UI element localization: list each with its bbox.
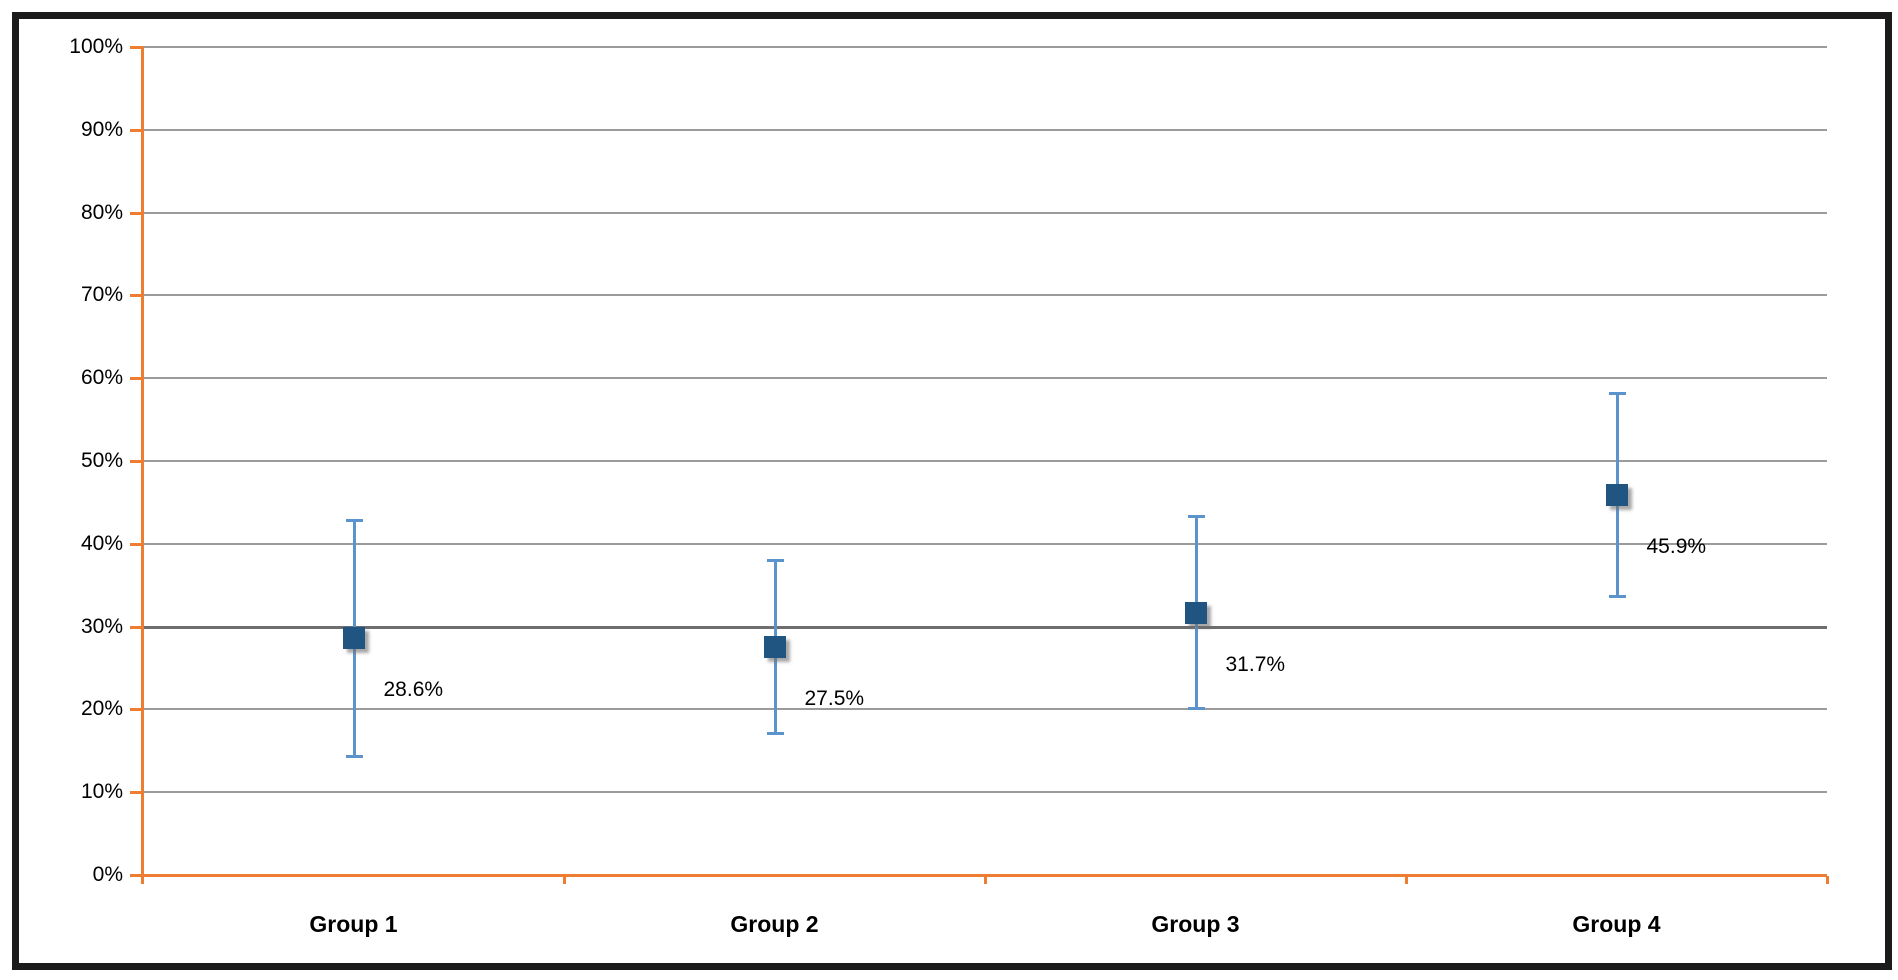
gridline-100 bbox=[143, 46, 1827, 48]
y-tick-label-90: 90% bbox=[80, 117, 123, 141]
data-label-group-1: 28.6% bbox=[383, 678, 444, 702]
category-label-group-3: Group 3 bbox=[1151, 911, 1240, 937]
marker-group-4 bbox=[1605, 483, 1628, 506]
y-tick-label-80: 80% bbox=[80, 200, 123, 224]
y-tick-0 bbox=[130, 874, 143, 877]
marker-group-3 bbox=[1184, 601, 1207, 624]
y-tick-40 bbox=[130, 542, 143, 546]
gridline-60 bbox=[143, 377, 1827, 380]
y-tick-label-10: 10% bbox=[80, 780, 123, 804]
error-bar-cap-bottom-group-3 bbox=[1187, 706, 1205, 710]
error-bar-cap-bottom-group-2 bbox=[766, 732, 784, 736]
gridline-70 bbox=[143, 294, 1827, 297]
x-axis-line bbox=[141, 874, 1827, 877]
y-tick-60 bbox=[130, 377, 143, 381]
data-label-group-3: 31.7% bbox=[1225, 652, 1286, 676]
x-tick-3 bbox=[1405, 876, 1408, 884]
plot-area: 0% 10% 20% 30% 40% 50% 60% 70% 80% 90% 100% 28.6% Gr… bbox=[19, 19, 1885, 963]
gridline-30 bbox=[143, 625, 1827, 629]
error-bar-cap-top-group-3 bbox=[1187, 515, 1205, 519]
data-label-group-2: 27.5% bbox=[804, 687, 865, 711]
y-tick-label-100: 100% bbox=[69, 35, 123, 58]
error-bar-cap-top-group-4 bbox=[1608, 392, 1626, 396]
y-tick-70 bbox=[130, 294, 143, 298]
gridline-10 bbox=[143, 791, 1827, 794]
x-tick-4 bbox=[1826, 876, 1829, 884]
gridline-90 bbox=[143, 128, 1827, 131]
gridline-50 bbox=[143, 460, 1827, 462]
chart-frame: 0% 10% 20% 30% 40% 50% 60% 70% 80% 90% 100% 28.6% Gr… bbox=[12, 12, 1892, 970]
gridline-40 bbox=[143, 542, 1827, 545]
y-tick-30 bbox=[130, 625, 143, 629]
y-tick-100 bbox=[130, 46, 143, 49]
error-bar-cap-bottom-group-4 bbox=[1608, 594, 1626, 598]
y-tick-label-50: 50% bbox=[80, 449, 123, 472]
y-tick-80 bbox=[130, 211, 143, 215]
gridline-80 bbox=[143, 211, 1827, 214]
category-label-group-2: Group 2 bbox=[730, 911, 819, 937]
y-tick-label-0: 0% bbox=[92, 863, 123, 886]
error-bar-cap-bottom-group-1 bbox=[345, 754, 363, 758]
y-tick-10 bbox=[130, 791, 143, 795]
y-axis-line bbox=[141, 47, 144, 884]
y-tick-label-70: 70% bbox=[80, 283, 123, 307]
y-tick-20 bbox=[130, 708, 143, 712]
marker-group-1 bbox=[342, 627, 365, 650]
error-bar-cap-top-group-1 bbox=[345, 518, 363, 522]
y-tick-label-40: 40% bbox=[80, 531, 123, 555]
category-label-group-4: Group 4 bbox=[1572, 911, 1661, 937]
y-tick-label-60: 60% bbox=[80, 366, 123, 390]
error-bar-cap-top-group-2 bbox=[766, 559, 784, 563]
x-tick-1 bbox=[563, 876, 566, 884]
y-tick-90 bbox=[130, 128, 143, 132]
y-tick-50 bbox=[130, 460, 143, 463]
y-tick-label-30: 30% bbox=[80, 614, 123, 638]
x-tick-2 bbox=[984, 876, 987, 884]
category-label-group-1: Group 1 bbox=[309, 911, 398, 937]
gridline-20 bbox=[143, 708, 1827, 711]
y-tick-label-20: 20% bbox=[80, 697, 123, 721]
data-label-group-4: 45.9% bbox=[1646, 534, 1707, 558]
marker-group-2 bbox=[763, 636, 786, 659]
